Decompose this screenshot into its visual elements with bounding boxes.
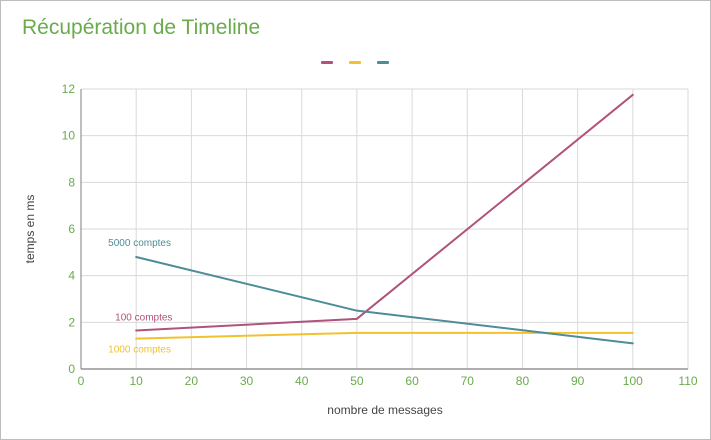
y-tick-label: 2 — [68, 315, 75, 329]
x-tick-label: 30 — [240, 374, 254, 388]
chart-title: Récupération de Timeline — [22, 16, 261, 39]
legend-swatch-5000-comptes[interactable] — [377, 61, 389, 64]
y-tick-label: 4 — [68, 269, 75, 283]
y-tick-label: 12 — [62, 82, 76, 96]
x-tick-label: 110 — [678, 374, 697, 388]
x-tick-label: 50 — [350, 374, 364, 388]
y-tick-label: 10 — [62, 129, 76, 143]
grid — [81, 88, 689, 369]
legend-swatch-100-comptes[interactable] — [321, 61, 333, 64]
x-tick-label: 90 — [571, 374, 585, 388]
x-tick-label: 40 — [295, 374, 309, 388]
x-axis-title: nombre de messages — [327, 403, 442, 417]
x-tick-label: 100 — [623, 374, 643, 388]
series-line-3 — [135, 256, 634, 345]
x-tick-label: 20 — [185, 374, 199, 388]
series-labels: 100 comptes 1000 comptes 5000 comptes — [108, 238, 172, 356]
series-lines — [135, 93, 634, 345]
chart-legend — [0, 52, 711, 72]
y-tick-label: 0 — [68, 362, 75, 376]
tick-labels: 0 2 4 6 8 10 12 0 10 20 30 40 50 60 70 80 90 100 110 — [62, 82, 698, 388]
y-tick-label: 8 — [68, 175, 75, 189]
legend-swatch-1000-comptes[interactable] — [349, 61, 361, 64]
series-line-1 — [135, 93, 634, 332]
series-label-2: 1000 comptes — [108, 345, 171, 356]
x-tick-label: 60 — [405, 374, 419, 388]
x-tick-label: 0 — [78, 374, 85, 388]
x-tick-label: 10 — [130, 374, 144, 388]
axes — [80, 89, 688, 370]
x-tick-label: 80 — [516, 374, 530, 388]
y-tick-label: 6 — [68, 222, 75, 236]
series-label-3: 5000 comptes — [108, 238, 171, 249]
y-axis-title: temps en ms — [23, 195, 37, 264]
series-label-1: 100 comptes — [115, 313, 172, 324]
x-tick-label: 70 — [461, 374, 475, 388]
